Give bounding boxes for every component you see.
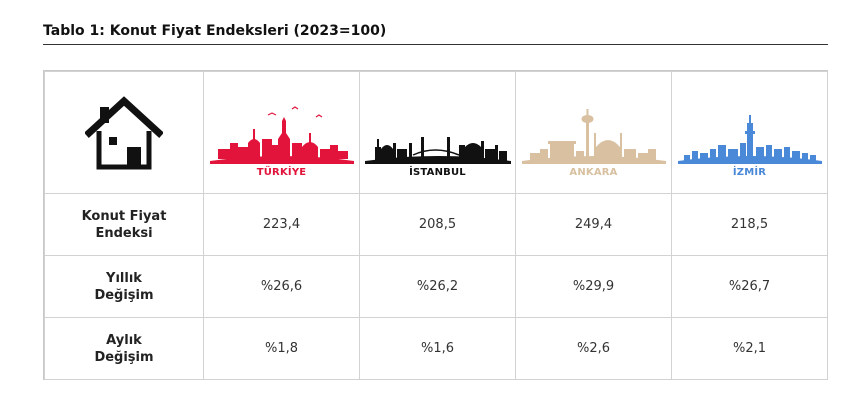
izmir-skyline-icon <box>677 115 822 164</box>
column-header-turkiye: TÜRKİYE <box>203 71 360 194</box>
table-cell: 218,5 <box>671 193 828 256</box>
table-title: Tablo 1: Konut Fiyat Endeksleri (2023=10… <box>43 23 387 39</box>
column-label-ankara: ANKARA <box>569 167 618 178</box>
table-cell: %2,6 <box>515 317 672 380</box>
table-cell: 223,4 <box>203 193 360 256</box>
column-header-istanbul: İSTANBUL <box>359 71 516 194</box>
table-cell: %2,1 <box>671 317 828 380</box>
table-header-row: TÜRKİYE <box>44 71 828 194</box>
column-label-turkiye: TÜRKİYE <box>256 167 307 178</box>
index-table: TÜRKİYE <box>43 70 828 380</box>
row-label-yillik-degisim: Yıllık Değişim <box>44 255 204 318</box>
turkiye-skyline-icon <box>209 106 354 164</box>
table-row-yillik-degisim: Yıllık Değişim %26,6 %26,2 %29,9 %26,7 <box>44 255 828 318</box>
table-cell: 249,4 <box>515 193 672 256</box>
table-row-konut-fiyat-endeksi: Konut Fiyat Endeksi 223,4 208,5 249,4 218… <box>44 193 828 256</box>
house-icon <box>85 95 163 169</box>
table-row-aylik-degisim: Aylık Değişim %1,8 %1,6 %2,6 %2,1 <box>44 317 828 380</box>
column-label-istanbul: İSTANBUL <box>409 167 466 178</box>
istanbul-skyline-icon <box>364 137 511 164</box>
table-cell: %26,7 <box>671 255 828 318</box>
row-label-aylik-degisim: Aylık Değişim <box>44 317 204 380</box>
table-cell: %26,2 <box>359 255 516 318</box>
table-cell: %1,6 <box>359 317 516 380</box>
house-icon-cell <box>44 71 204 194</box>
column-header-izmir: İZMİR <box>671 71 828 194</box>
title-divider <box>43 44 828 45</box>
row-label-konut-fiyat-endeksi: Konut Fiyat Endeksi <box>44 193 204 256</box>
table-cell: 208,5 <box>359 193 516 256</box>
table-cell: %1,8 <box>203 317 360 380</box>
ankara-skyline-icon <box>521 109 666 164</box>
table-cell: %26,6 <box>203 255 360 318</box>
table-cell: %29,9 <box>515 255 672 318</box>
column-label-izmir: İZMİR <box>732 167 767 178</box>
column-header-ankara: ANKARA <box>515 71 672 194</box>
